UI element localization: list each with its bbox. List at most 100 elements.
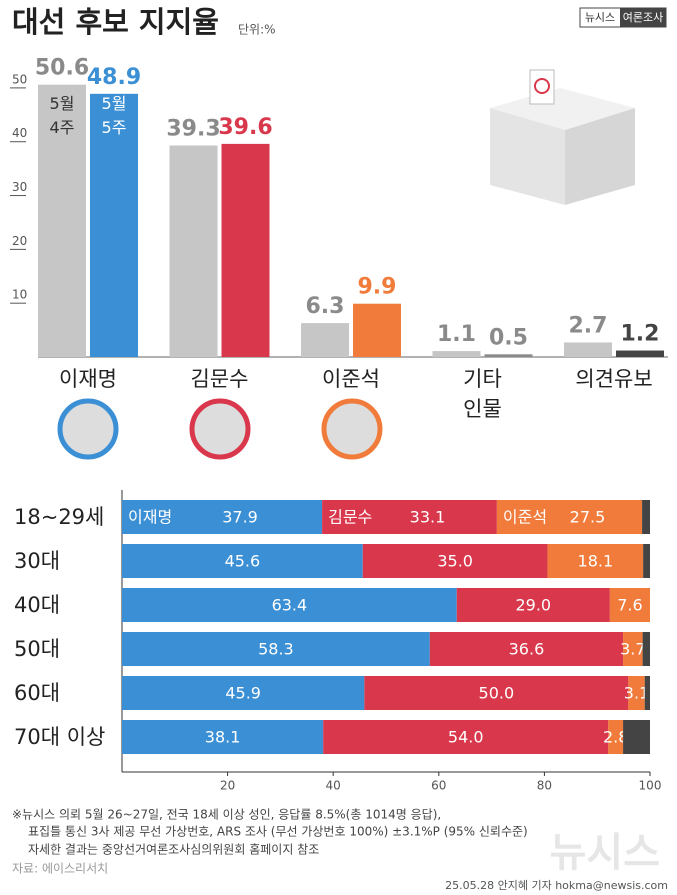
bar-segment (429, 632, 624, 666)
y-tick-label: 40 (12, 126, 27, 140)
bar-segment (122, 544, 363, 578)
value-label: 18.1 (578, 552, 614, 571)
value-label: 6.3 (306, 294, 345, 319)
bar (484, 354, 533, 357)
portraits (57, 398, 383, 460)
x-tick-label: 이재명 (59, 367, 117, 391)
bar (353, 303, 401, 357)
section: 여론조사 (623, 11, 663, 24)
value-label: 29.0 (515, 596, 551, 615)
x-tick-label: 100 (639, 779, 662, 793)
x-tick-label: 의견유보 (575, 367, 652, 391)
x-tick-label: 20 (220, 779, 235, 793)
chart-title: 대선 후보 지지율 (12, 5, 219, 39)
bar-segment (362, 544, 548, 578)
note: ※뉴시스 의뢰 5월 26~27일, 전국 18세 이상 성인, 응답률 8.5… (12, 808, 441, 822)
value-label: 37.9 (222, 508, 258, 527)
value-label: 1.2 (621, 322, 660, 347)
y-tick-label: 30 (12, 180, 27, 194)
bar-segment (122, 632, 430, 666)
value-label: 0.5 (489, 325, 528, 350)
value-label: 27.5 (570, 508, 606, 527)
bar (432, 351, 481, 357)
x-tick-label: 40 (326, 779, 341, 793)
y-tick-label: 20 (12, 234, 27, 248)
bar-segment (623, 632, 643, 666)
bar-segment (547, 544, 644, 578)
bar-segment (122, 676, 365, 710)
value-label: 7.6 (617, 596, 642, 615)
bar-segment (122, 588, 457, 622)
x-tick-label: 80 (537, 779, 552, 793)
bar-segment (364, 676, 629, 710)
value-label: 35.0 (437, 552, 473, 571)
y-tick-label: 60대 (14, 681, 60, 705)
y-tick-label: 30대 (14, 549, 60, 573)
value-label: 33.1 (410, 508, 446, 527)
x-tick-label: 김문수 (191, 367, 249, 391)
bar-segment (496, 500, 643, 534)
value-label: 3.1 (624, 684, 649, 703)
bar-segment (323, 720, 609, 754)
y-tick-label: 40대 (14, 593, 60, 617)
value-label: 54.0 (448, 728, 484, 747)
credit: 25.05.28 안지혜 기자 hokma@newsis.com (445, 879, 668, 892)
value-label: 63.4 (272, 596, 308, 615)
value-label: 50.0 (479, 684, 515, 703)
bar-segment (122, 500, 323, 534)
x-tick-label: 60 (431, 779, 446, 793)
value-label: 50.6 (35, 56, 89, 81)
series-label: 이준석 (503, 508, 547, 527)
bar-segment (623, 720, 650, 754)
bar (221, 143, 270, 357)
value-label: 58.3 (258, 640, 294, 659)
note: 표집틀 통신 3사 제공 무선 가상번호, ARS 조사 (무선 가상번호 10… (28, 825, 528, 839)
brand-box-fill (620, 8, 666, 27)
unit: 단위:% (238, 23, 276, 37)
bar (38, 84, 86, 358)
bar-segment (643, 544, 650, 578)
brand: 뉴시스 (585, 11, 615, 24)
y-tick-label: 70대 이상 (14, 725, 105, 749)
value-label: 9.9 (358, 275, 397, 300)
value-label: 2.7 (569, 313, 608, 338)
bar-segment (322, 500, 497, 534)
bar-segment (609, 588, 650, 622)
bar (169, 145, 218, 357)
value-label: 36.6 (509, 640, 545, 659)
series-label: 5월 5주 (102, 94, 127, 137)
value-label: 3.7 (620, 640, 645, 659)
y-tick-label: 50대 (14, 637, 60, 661)
bar-segment (122, 720, 324, 754)
watermark: 뉴시스 (550, 830, 660, 876)
value-label: 1.1 (437, 322, 476, 347)
x-tick-label: 이준석 (322, 367, 380, 391)
series-label: 이재명 (128, 508, 172, 527)
ballot-icon (490, 69, 635, 205)
bar (564, 342, 612, 357)
bar (301, 323, 349, 357)
bar-segment (628, 676, 645, 710)
value-label: 2.8 (603, 728, 628, 747)
bar-segment (642, 500, 650, 534)
bar (616, 350, 664, 357)
bar (90, 93, 138, 357)
source: 자료: 에이스리서치 (12, 862, 108, 876)
y-tick-label: 10 (12, 288, 27, 302)
x-tick-label: 기타 인물 (463, 367, 502, 421)
bar-segment (642, 632, 650, 666)
y-tick-label: 50 (12, 72, 27, 86)
bar-segment (644, 676, 650, 710)
value-label: 39.6 (218, 115, 272, 140)
bar-segment (456, 588, 610, 622)
series-label: 김문수 (328, 508, 372, 527)
bar-segment (608, 720, 624, 754)
series-label: 5월 4주 (50, 94, 75, 137)
value-label: 48.9 (87, 65, 141, 90)
value-label: 45.6 (225, 552, 261, 571)
value-label: 38.1 (205, 728, 241, 747)
note: 자세한 결과는 중앙선거여론조사심의위원회 홈페이지 참조 (28, 843, 319, 857)
value-label: 39.3 (166, 116, 220, 141)
y-tick-label: 18~29세 (14, 505, 104, 529)
